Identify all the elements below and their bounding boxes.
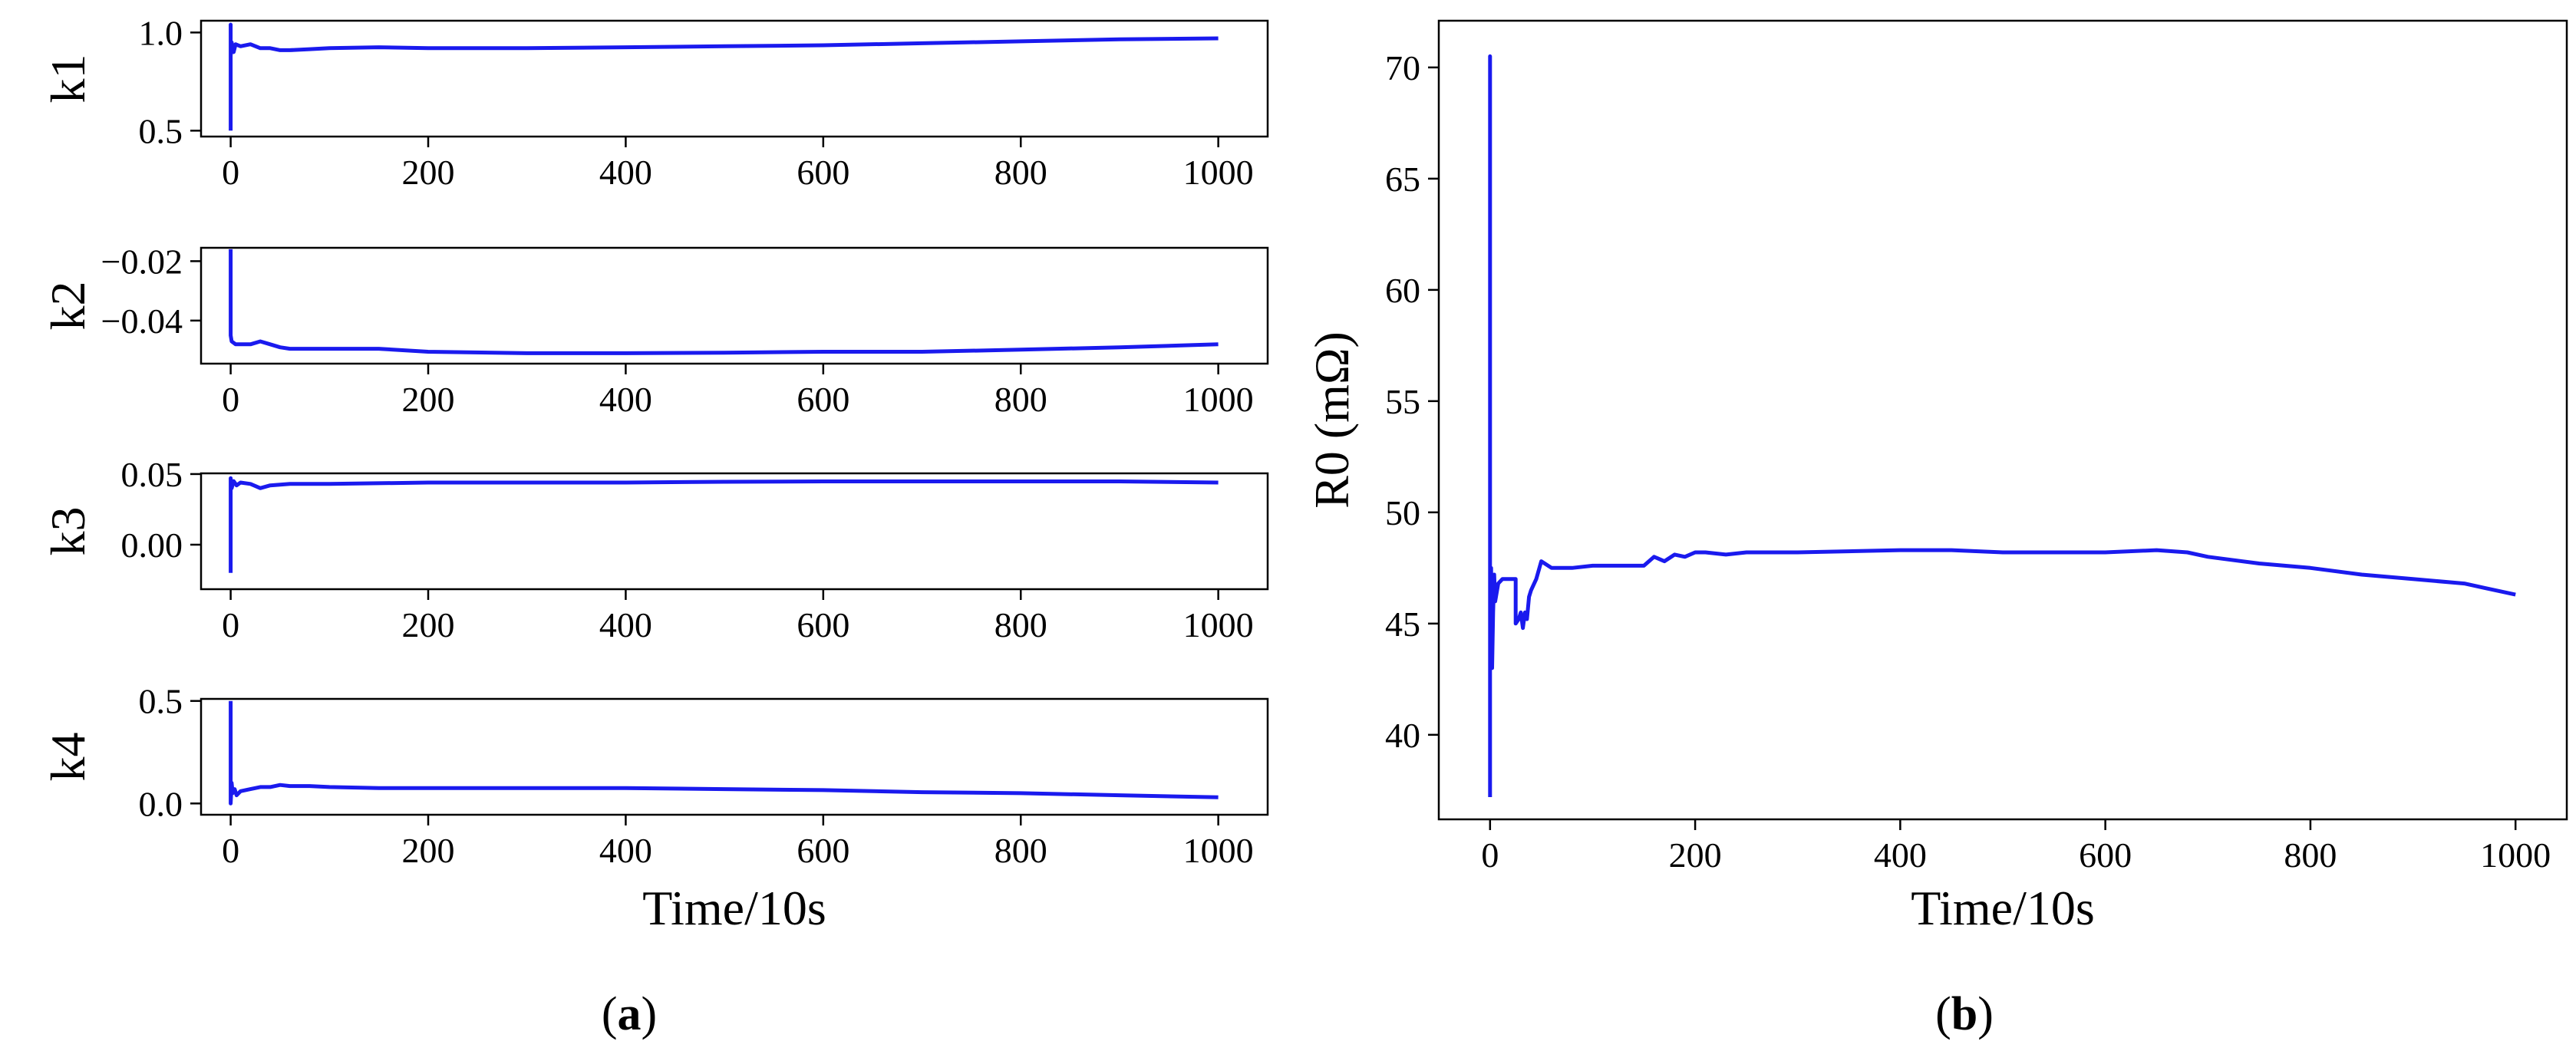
x-tick-label-k1-1000: 1000: [1183, 153, 1254, 192]
plot-frame-k1: [200, 19, 1269, 138]
x-tick-label-k1-0: 0: [222, 153, 239, 192]
x-tick-label-k2-0: 0: [222, 380, 239, 419]
x-tick-label-k1-200: 200: [402, 153, 455, 192]
y-tick-label-r0m-0: 40: [1385, 716, 1420, 755]
plot-frame-k2: [200, 246, 1269, 365]
y-tick-label-k2-1: −0.04: [101, 301, 183, 341]
x-tick-label-k3-1000: 1000: [1183, 605, 1254, 644]
y-axis-label-k3: k3: [41, 507, 95, 556]
y-axis-label-r0m: R0 (mΩ): [1304, 331, 1359, 509]
y-axis-label-k2: k2: [41, 282, 95, 331]
x-tick-label-r0m-200: 200: [1669, 835, 1722, 875]
x-tick-label-r0m-600: 600: [2079, 835, 2132, 875]
plot-frame-r0m: [1437, 19, 2568, 821]
x-tick-label-k2-1000: 1000: [1183, 380, 1254, 419]
panel-label-a-letter: a: [618, 988, 642, 1040]
x-tick-label-k4-0: 0: [222, 831, 239, 870]
y-tick-label-k4-1: 0.0: [139, 784, 183, 823]
x-tick-label-k4-1000: 1000: [1183, 831, 1254, 870]
x-tick-label-k2-800: 800: [994, 380, 1047, 419]
x-axis-label-r0m: Time/10s: [1911, 881, 2095, 935]
x-tick-label-k3-0: 0: [222, 605, 239, 644]
panel-label-b-open: (: [1935, 988, 1951, 1040]
x-tick-label-r0m-800: 800: [2284, 835, 2337, 875]
panel-label-a-open: (: [602, 988, 618, 1040]
x-tick-label-r0m-0: 0: [1481, 835, 1499, 875]
x-tick-label-k2-600: 600: [797, 380, 849, 419]
x-tick-label-k4-200: 200: [402, 831, 455, 870]
y-tick-label-k1-1: 1.0: [139, 13, 183, 52]
panel-label-b-close: ): [1977, 988, 1994, 1040]
panel-label-a: (a): [602, 988, 657, 1040]
y-axis-label-k1: k1: [41, 54, 95, 104]
y-tick-label-r0m-5: 65: [1385, 160, 1420, 199]
y-tick-label-r0m-6: 70: [1385, 48, 1420, 87]
x-tick-label-r0m-1000: 1000: [2480, 835, 2551, 875]
x-tick-label-k2-200: 200: [402, 380, 455, 419]
series-line-k1: [229, 22, 1219, 131]
series-line-r0m: [1488, 54, 2516, 797]
x-tick-label-k3-200: 200: [402, 605, 455, 644]
chart-a-3: 0 200 400 600 800 1000 0.05 0.00 k3: [41, 455, 1269, 644]
x-tick-label-k3-600: 600: [797, 605, 849, 644]
y-axis-label-k4: k4: [41, 733, 95, 782]
x-tick-label-k4-800: 800: [994, 831, 1047, 870]
panel-label-b: (b): [1935, 988, 1994, 1040]
x-tick-label-k4-400: 400: [599, 831, 652, 870]
y-tick-label-r0m-1: 45: [1385, 605, 1420, 644]
x-tick-label-k1-600: 600: [797, 153, 849, 192]
y-tick-label-k2-0: −0.02: [101, 242, 183, 281]
x-tick-label-k1-400: 400: [599, 153, 652, 192]
chart-a-1: 0 200 400 600 800 1000 0.5 1.0 k1: [41, 13, 1269, 192]
x-tick-label-r0m-400: 400: [1874, 835, 1927, 875]
x-tick-label-k2-400: 400: [599, 380, 652, 419]
x-tick-label-k3-800: 800: [994, 605, 1047, 644]
x-tick-label-k1-800: 800: [994, 153, 1047, 192]
series-line-k4: [229, 700, 1219, 806]
x-axis-label-k4: Time/10s: [642, 881, 826, 935]
y-tick-label-k3-0: 0.05: [121, 455, 183, 494]
panel-label-b-letter: b: [1951, 988, 1977, 1040]
x-tick-label-k4-600: 600: [797, 831, 849, 870]
y-tick-label-k4-0: 0.5: [139, 682, 183, 721]
x-tick-label-k3-400: 400: [599, 605, 652, 644]
chart-b-5: 0 200 400 600 800 1000 40 45 50 55 60 65 70 R0 (mΩ) Ti…: [1304, 19, 2568, 935]
chart-a-4: 0 200 400 600 800 1000 0.5 0.0 k4 Time/10s: [41, 682, 1269, 935]
y-tick-label-k3-1: 0.00: [121, 526, 183, 565]
y-tick-label-r0m-4: 60: [1385, 271, 1420, 310]
y-tick-label-r0m-2: 50: [1385, 493, 1420, 532]
plot-frame-k3: [200, 472, 1269, 591]
y-tick-label-k1-0: 0.5: [139, 111, 183, 150]
plot-frame-k4: [200, 697, 1269, 816]
y-tick-label-r0m-3: 55: [1385, 382, 1420, 421]
panel-label-a-close: ): [642, 988, 658, 1040]
series-line-k2: [229, 249, 1219, 355]
series-line-k3: [229, 476, 1219, 573]
